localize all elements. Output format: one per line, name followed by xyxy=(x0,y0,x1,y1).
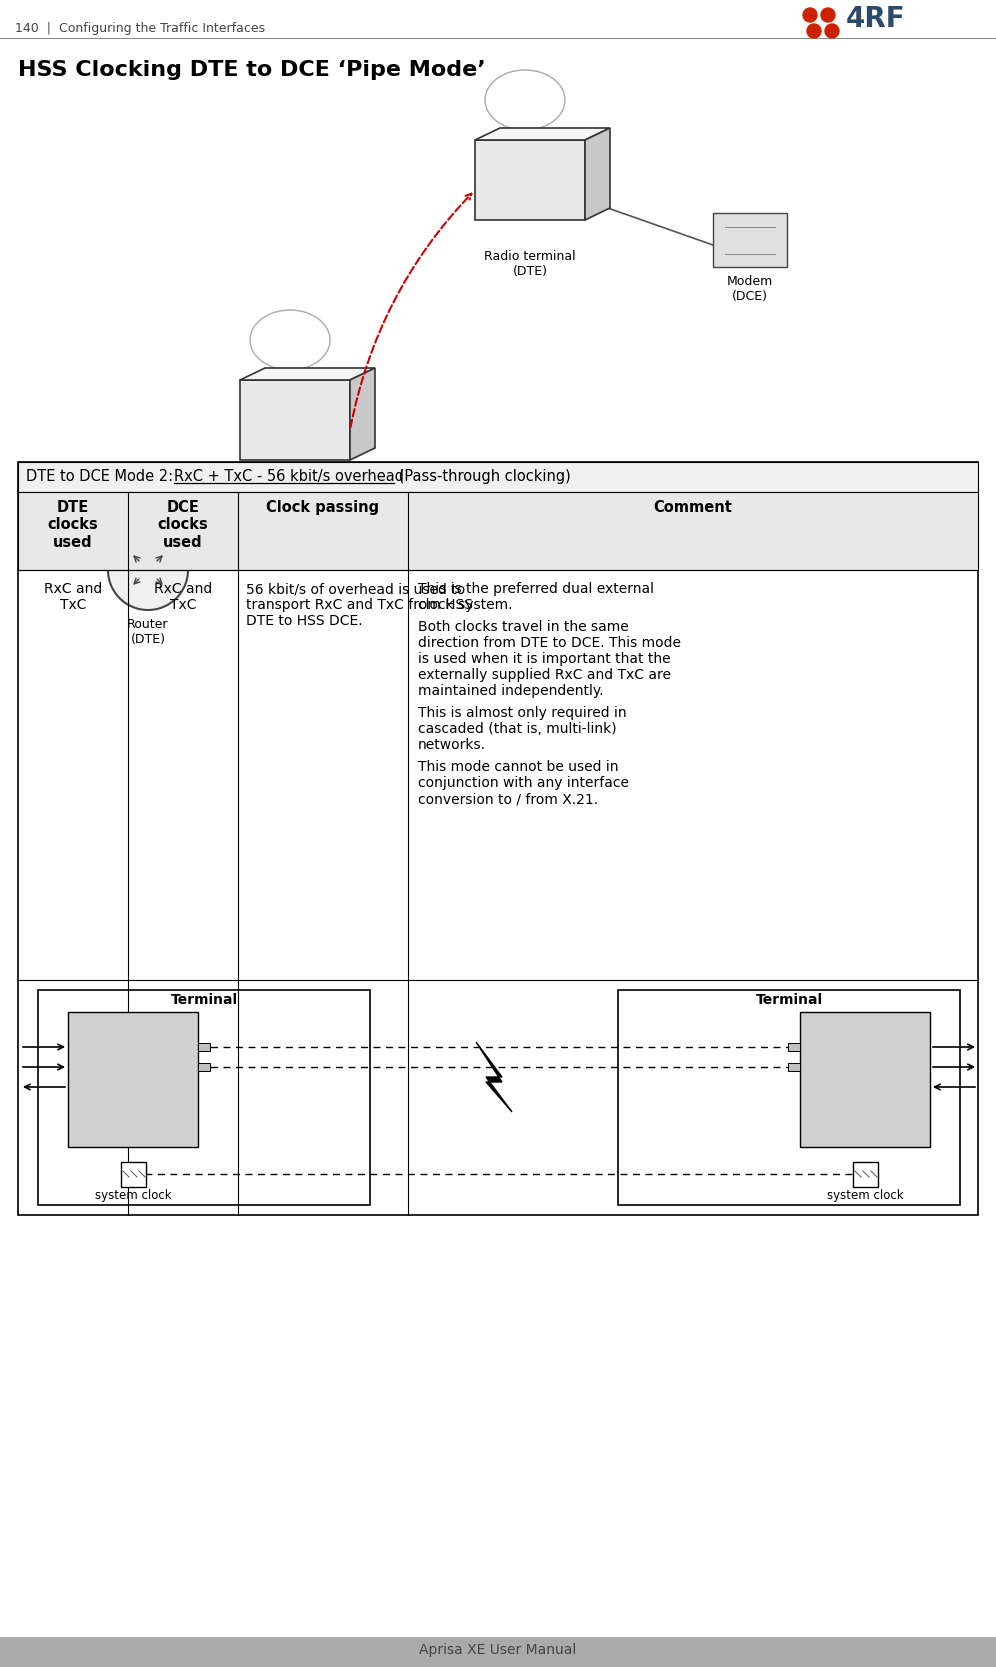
Text: maintained independently.: maintained independently. xyxy=(418,683,604,698)
Text: HSS (DCE): HSS (DCE) xyxy=(855,1015,926,1029)
Bar xyxy=(121,1162,146,1187)
Bar xyxy=(800,1012,930,1147)
Text: This is almost only required in: This is almost only required in xyxy=(418,707,626,720)
Polygon shape xyxy=(713,213,787,267)
Text: Terminal: Terminal xyxy=(170,994,238,1007)
Bar xyxy=(853,1162,878,1187)
Text: RxC: RxC xyxy=(902,1042,926,1055)
Text: DTE to DCE Mode 2:: DTE to DCE Mode 2: xyxy=(26,468,177,483)
Bar xyxy=(68,1012,198,1147)
Text: 56 kbit/s of overhead is used to
transport RxC and TxC from HSS
DTE to HSS DCE.: 56 kbit/s of overhead is used to transpo… xyxy=(246,582,473,628)
Bar xyxy=(198,1044,210,1050)
Text: DCE
clocks
used: DCE clocks used xyxy=(157,500,208,550)
Bar xyxy=(18,462,978,1215)
Text: direction from DTE to DCE. This mode: direction from DTE to DCE. This mode xyxy=(418,637,681,650)
Circle shape xyxy=(803,8,817,22)
Polygon shape xyxy=(475,140,585,220)
Text: is used when it is important that the: is used when it is important that the xyxy=(418,652,670,667)
Bar xyxy=(788,1064,800,1070)
Polygon shape xyxy=(240,380,350,460)
Text: RxC: RxC xyxy=(72,1042,96,1055)
Text: networks.: networks. xyxy=(418,738,486,752)
Text: 140  |  Configuring the Traffic Interfaces: 140 | Configuring the Traffic Interfaces xyxy=(15,22,265,35)
Text: RxC and
TxC: RxC and TxC xyxy=(153,582,212,612)
Text: Comment: Comment xyxy=(653,500,732,515)
Polygon shape xyxy=(585,128,610,220)
Bar xyxy=(788,1044,800,1050)
Text: conjunction with any interface: conjunction with any interface xyxy=(418,777,629,790)
Bar xyxy=(0,1637,996,1667)
Text: Aprisa XE User Manual: Aprisa XE User Manual xyxy=(419,1644,577,1657)
Text: Radio terminal
(DTE): Radio terminal (DTE) xyxy=(484,250,576,278)
Text: This mode cannot be used in: This mode cannot be used in xyxy=(418,760,619,773)
Text: DTE
clocks
used: DTE clocks used xyxy=(48,500,99,550)
Circle shape xyxy=(807,23,821,38)
Text: HSS Clocking DTE to DCE ‘Pipe Mode’: HSS Clocking DTE to DCE ‘Pipe Mode’ xyxy=(18,60,486,80)
Text: Radio terminal
(DCE): Radio terminal (DCE) xyxy=(249,490,341,518)
Text: HSS (DTE): HSS (DTE) xyxy=(72,1015,143,1029)
Text: externally supplied RxC and TxC are: externally supplied RxC and TxC are xyxy=(418,668,671,682)
Polygon shape xyxy=(476,1042,512,1112)
Text: system clock: system clock xyxy=(827,1189,903,1202)
Text: TxC: TxC xyxy=(903,1062,926,1075)
Text: Terminal: Terminal xyxy=(755,994,823,1007)
Text: Both clocks travel in the same: Both clocks travel in the same xyxy=(418,620,628,633)
Text: Clock passing: Clock passing xyxy=(267,500,379,515)
Text: cascaded (that is, multi-link): cascaded (that is, multi-link) xyxy=(418,722,617,737)
Text: 4RF: 4RF xyxy=(846,5,905,33)
Bar xyxy=(618,990,960,1205)
Text: Router
(DTE): Router (DTE) xyxy=(127,618,168,647)
Bar xyxy=(198,1064,210,1070)
Text: RxC + TxC - 56 kbit/s overhead: RxC + TxC - 56 kbit/s overhead xyxy=(174,468,404,483)
Text: clock system.: clock system. xyxy=(418,598,513,612)
Circle shape xyxy=(825,23,839,38)
Text: system clock: system clock xyxy=(95,1189,171,1202)
Polygon shape xyxy=(240,368,375,380)
Text: XTxC: XTxC xyxy=(72,1082,103,1095)
Text: RxC and
TxC: RxC and TxC xyxy=(44,582,103,612)
Circle shape xyxy=(821,8,835,22)
Text: This is the preferred dual external: This is the preferred dual external xyxy=(418,582,654,597)
Bar xyxy=(18,492,978,570)
Circle shape xyxy=(108,530,188,610)
Polygon shape xyxy=(350,368,375,460)
Text: XTxC: XTxC xyxy=(895,1082,926,1095)
Text: (Pass-through clocking): (Pass-through clocking) xyxy=(394,468,571,483)
Bar xyxy=(38,990,370,1205)
Text: conversion to / from X.21.: conversion to / from X.21. xyxy=(418,792,599,807)
Text: TxC: TxC xyxy=(72,1062,95,1075)
Bar xyxy=(18,462,978,492)
Polygon shape xyxy=(475,128,610,140)
Text: Modem
(DCE): Modem (DCE) xyxy=(727,275,773,303)
